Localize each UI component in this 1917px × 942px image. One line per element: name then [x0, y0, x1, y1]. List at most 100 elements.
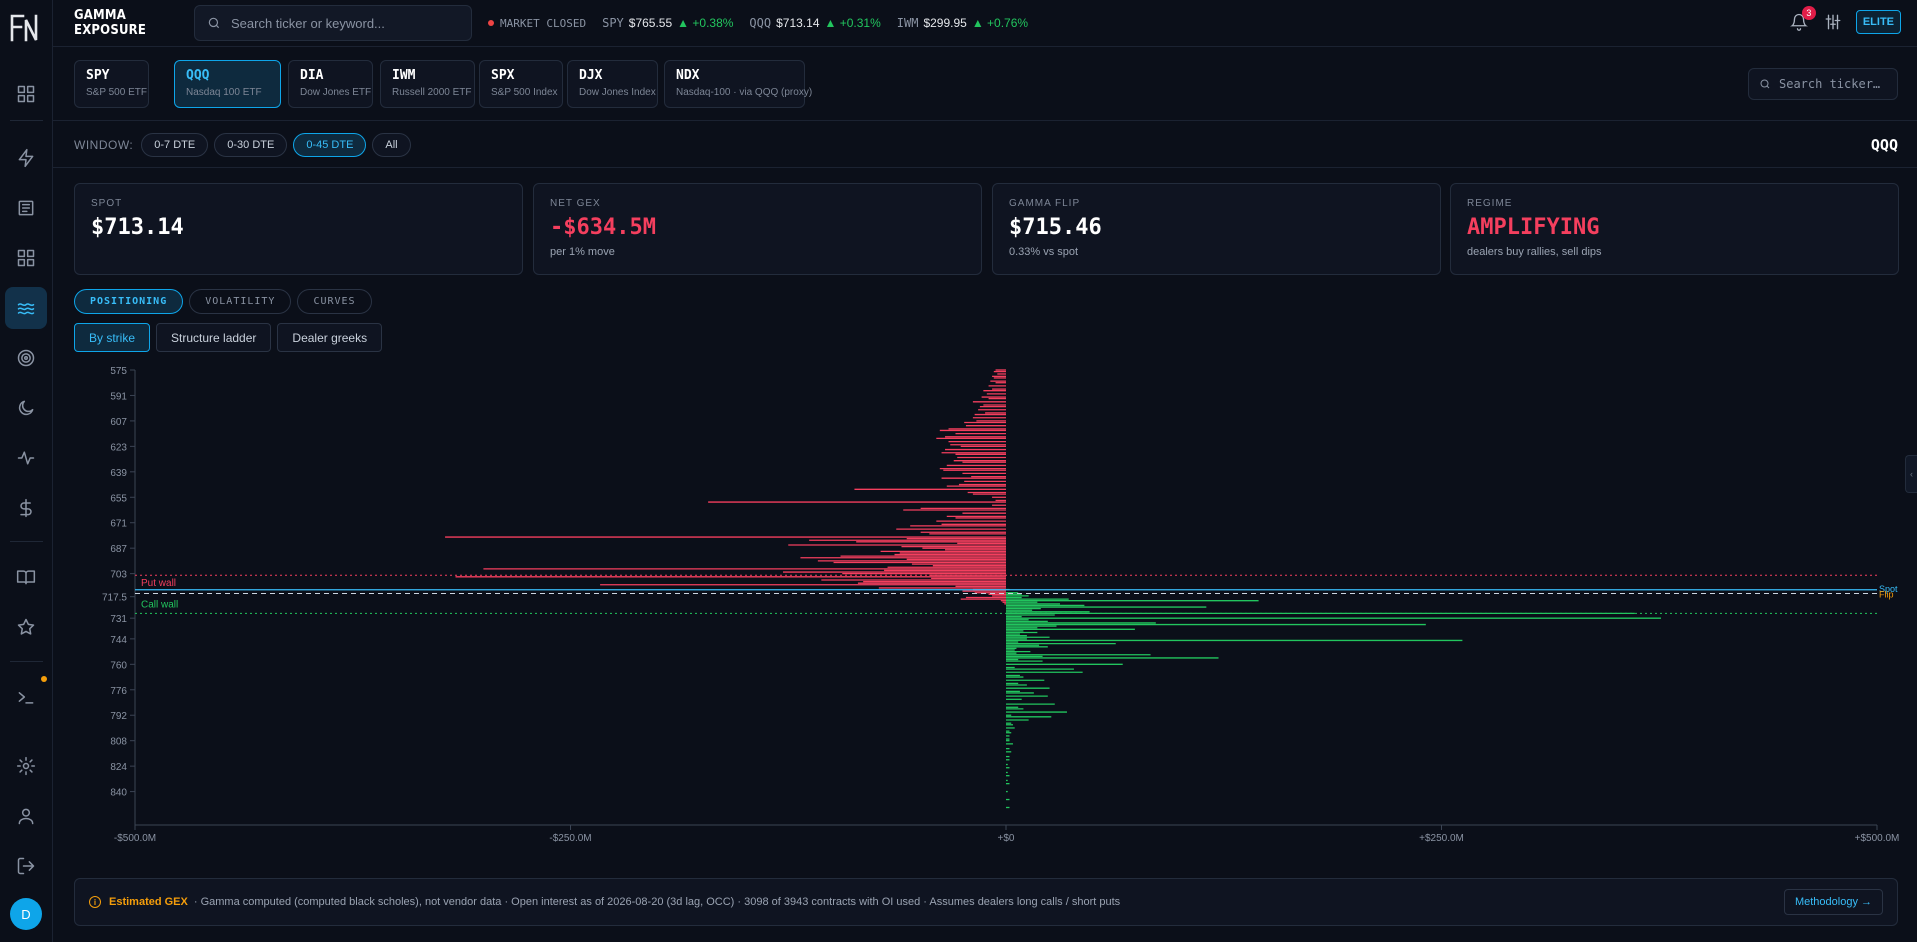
ticker-search[interactable] [1748, 68, 1898, 100]
sidebar-item-activity[interactable] [5, 437, 47, 479]
pulse-icon [17, 451, 35, 465]
market-status-label: MARKET CLOSED [500, 16, 587, 30]
info-icon: i [89, 896, 101, 908]
sidebar-item-flow[interactable] [5, 137, 47, 179]
ticker-card-spx[interactable]: SPX S&P 500 Index [479, 60, 563, 108]
sidebar-item-profile[interactable] [5, 795, 47, 837]
lightning-icon [18, 148, 34, 168]
sidebar-item-overnight[interactable] [5, 387, 47, 429]
ticker-name: Nasdaq-100 · via QQQ (proxy) [676, 87, 813, 98]
ticker-card-dia[interactable]: DIA Dow Jones ETF [288, 60, 373, 108]
sidebar-item-terminal[interactable] [5, 676, 47, 718]
ticker-name: Dow Jones Index [579, 87, 656, 98]
ticker-quote-iwm[interactable]: IWM $299.95 ▲ +0.76% [897, 16, 1028, 30]
ticker-symbol: SPX [491, 68, 515, 83]
sidebar-item-learn[interactable] [5, 556, 47, 598]
stat-label: SPOT [91, 198, 123, 209]
ticker-card-iwm[interactable]: IWM Russell 2000 ETF [380, 60, 475, 108]
quote-change: ▲ +0.76% [971, 16, 1029, 30]
sidebar-item-watchlist[interactable] [5, 606, 47, 648]
quote-symbol: IWM [896, 16, 919, 30]
window-option-0-45[interactable]: 0-45 DTE [293, 132, 367, 157]
ticker-quote-spy[interactable]: SPY $765.55 ▲ +0.38% [602, 16, 733, 30]
brand-logo[interactable] [9, 12, 41, 44]
y-tick-label: 591 [110, 391, 127, 402]
sidebar-item-gamma-exposure[interactable] [5, 287, 47, 329]
book-icon [16, 570, 36, 585]
subtab-dealer-greeks[interactable]: Dealer greeks [277, 323, 383, 352]
sidebar-item-dashboard[interactable] [5, 73, 47, 115]
quote-change: ▲ +0.38% [677, 16, 734, 30]
ticker-name: S&P 500 ETF [86, 87, 147, 98]
sidebar-item-targets[interactable] [5, 337, 47, 379]
window-option-0-30[interactable]: 0-30 DTE [214, 132, 288, 157]
ticker-card-ndx[interactable]: NDX Nasdaq-100 · via QQQ (proxy) [664, 60, 813, 108]
stat-card-regime: REGIME AMPLIFYING dealers buy rallies, s… [1450, 183, 1899, 275]
methodology-button[interactable]: Methodology → [1783, 889, 1883, 915]
stat-sub: dealers buy rallies, sell dips [1467, 246, 1602, 258]
avatar[interactable]: D [10, 898, 42, 930]
subtab-by-strike[interactable]: By strike [74, 323, 151, 352]
call-wall-label: Call wall [141, 599, 178, 610]
estimated-label: Estimated GEX [109, 896, 188, 908]
gex-by-strike-chart: 575 591 607 623 639 655 671 687 703 717.5 731 744 76… [102, 366, 1900, 844]
sidebar-item-heatmap[interactable] [5, 237, 47, 279]
y-tick-label: 840 [110, 788, 127, 799]
quote-symbol: QQQ [749, 16, 772, 30]
tab-positioning[interactable]: POSITIONING [74, 289, 184, 314]
logout-icon [17, 857, 35, 875]
notification-dot [41, 676, 47, 682]
collapse-panel-handle[interactable]: ‹ [1905, 455, 1917, 493]
x-tick-label: +$500.0M [1855, 833, 1900, 844]
x-tick-label: -$500.0M [114, 833, 156, 844]
sidebar: D [0, 0, 53, 942]
global-search[interactable] [194, 5, 472, 41]
quote-symbol: SPY [602, 16, 624, 30]
sidebar-item-settings[interactable] [5, 745, 47, 787]
y-tick-label: 671 [110, 519, 127, 530]
ticker-search-input[interactable] [1779, 77, 1889, 91]
y-tick-label: 744 [110, 635, 127, 646]
ticker-symbol: IWM [392, 68, 416, 83]
ticker-symbol: DJX [579, 68, 603, 83]
market-status: MARKET CLOSED [488, 17, 586, 30]
plan-badge[interactable]: ELITE [1855, 10, 1901, 34]
settings-sliders-button[interactable] [1824, 13, 1842, 31]
ticker-symbol: DIA [300, 68, 324, 83]
x-tick-label: +$0 [998, 833, 1015, 844]
stat-value: $715.46 [1009, 215, 1102, 240]
y-tick-label: 607 [110, 417, 127, 428]
subtab-structure-ladder[interactable]: Structure ladder [156, 323, 272, 352]
ticker-name: Russell 2000 ETF [392, 87, 472, 98]
bell-icon [1789, 13, 1808, 31]
y-tick-label: 731 [110, 614, 127, 625]
y-tick-label: 824 [110, 762, 127, 773]
stat-label: NET GEX [550, 198, 601, 209]
notifications-button[interactable]: 3 [1788, 6, 1816, 34]
window-option-0-7[interactable]: 0-7 DTE [141, 132, 209, 157]
stat-card-gamma-flip: GAMMA FLIP $715.46 0.33% vs spot [992, 183, 1441, 275]
search-input[interactable] [231, 15, 451, 31]
star-icon [17, 618, 35, 635]
tab-volatility[interactable]: VOLATILITY [189, 289, 292, 314]
ticker-card-spy[interactable]: SPY S&P 500 ETF [74, 60, 149, 108]
top-bar: GAMMA EXPOSURE MARKET CLOSED SPY $765.55… [53, 0, 1917, 47]
y-tick-label: 655 [110, 493, 127, 504]
ticker-quote-qqq[interactable]: QQQ $713.14 ▲ +0.31% [749, 16, 880, 30]
put-wall-label: Put wall [141, 578, 176, 589]
window-option-all[interactable]: All [372, 132, 411, 157]
stat-label: REGIME [1467, 198, 1513, 209]
y-tick-label: 760 [110, 660, 127, 671]
app-title: GAMMA EXPOSURE [74, 8, 147, 38]
sidebar-item-pricing[interactable] [5, 487, 47, 529]
ticker-symbol: NDX [676, 68, 700, 83]
sidebar-item-news[interactable] [5, 187, 47, 229]
ticker-card-djx[interactable]: DJX Dow Jones Index [567, 60, 658, 108]
sidebar-item-logout[interactable] [5, 845, 47, 887]
window-label: WINDOW: [74, 137, 134, 152]
grid-icon [17, 249, 35, 267]
search-icon [208, 17, 220, 29]
ticker-selector-bar: SPY S&P 500 ETF QQQ Nasdaq 100 ETF DIA Dow … [53, 48, 1917, 121]
ticker-card-qqq[interactable]: QQQ Nasdaq 100 ETF [174, 60, 281, 108]
tab-curves[interactable]: CURVES [297, 289, 372, 314]
